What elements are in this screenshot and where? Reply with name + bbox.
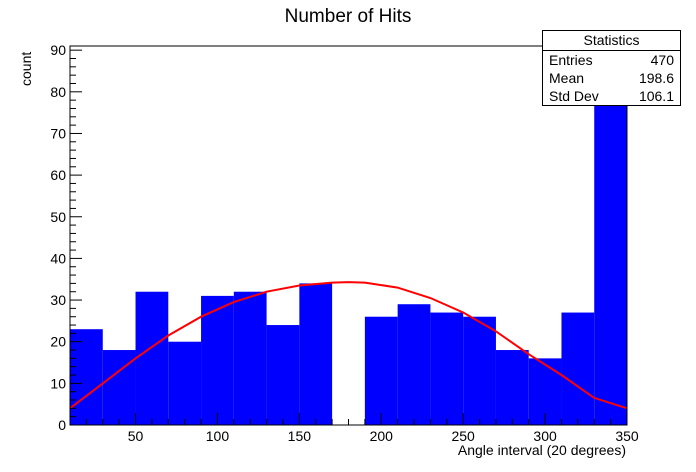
x-tick-label: 300 <box>533 428 557 444</box>
histogram-bar <box>495 350 529 425</box>
stat-row-stddev: Std Dev 106.1 <box>543 87 680 105</box>
y-tick-label: 60 <box>50 167 66 183</box>
histogram-bar <box>201 295 234 425</box>
stat-label: Entries <box>549 52 593 68</box>
histogram-bar <box>168 341 202 425</box>
stat-value: 106.1 <box>638 88 674 104</box>
stat-label: Std Dev <box>549 88 599 104</box>
histogram-bar <box>397 304 431 425</box>
y-tick-label: 20 <box>50 334 66 350</box>
x-tick-label: 100 <box>206 428 230 444</box>
histogram-bar <box>135 291 169 425</box>
y-tick-label: 10 <box>50 375 66 391</box>
y-tick-label: 50 <box>50 209 66 225</box>
x-tick-label: 250 <box>451 428 475 444</box>
histogram-bar <box>70 329 103 425</box>
histogram-bar <box>233 291 267 425</box>
y-tick-label: 80 <box>50 84 66 100</box>
y-tick-label: 70 <box>50 125 66 141</box>
chart-title: Number of Hits <box>284 6 412 27</box>
histogram-bar <box>299 283 333 425</box>
histogram-bar <box>561 312 595 425</box>
y-tick-label: 90 <box>50 42 66 58</box>
x-tick-label: 200 <box>370 428 394 444</box>
stat-row-entries: Entries 470 <box>543 51 680 69</box>
stat-row-mean: Mean 198.6 <box>543 69 680 87</box>
histogram-bar <box>364 316 398 425</box>
y-tick-label: 40 <box>50 250 66 266</box>
histogram-bar <box>463 316 496 425</box>
x-tick-label: 350 <box>615 428 639 444</box>
y-tick-label: 0 <box>58 417 66 433</box>
histogram-bar <box>266 325 300 425</box>
x-tick-label: 50 <box>128 428 144 444</box>
fit-curve <box>69 281 628 410</box>
statistics-box: Statistics Entries 470 Mean 198.6 Std De… <box>542 30 681 106</box>
y-tick-label: 30 <box>50 292 66 308</box>
stat-label: Mean <box>549 70 585 86</box>
histogram-bar <box>594 91 627 426</box>
stat-value: 198.6 <box>638 70 674 86</box>
statistics-title: Statistics <box>543 31 680 51</box>
x-tick-label: 150 <box>288 428 312 444</box>
histogram-bar <box>430 312 464 425</box>
x-axis-label: Angle interval (20 degrees) <box>457 442 626 458</box>
stat-value: 470 <box>650 52 674 68</box>
